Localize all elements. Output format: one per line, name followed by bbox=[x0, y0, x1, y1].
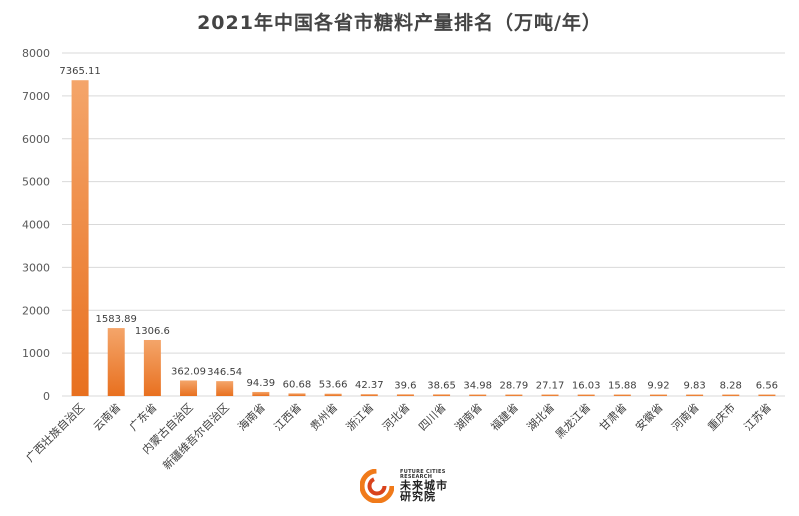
x-tick-label: 江西省 bbox=[272, 401, 305, 434]
data-label: 60.68 bbox=[283, 379, 312, 390]
data-label: 38.65 bbox=[427, 380, 456, 391]
bar bbox=[613, 394, 631, 396]
x-tick-label: 河南省 bbox=[669, 401, 702, 434]
bar bbox=[396, 394, 414, 396]
y-tick-label: 1000 bbox=[22, 347, 50, 360]
data-label: 28.79 bbox=[500, 381, 529, 392]
data-label: 42.37 bbox=[355, 380, 384, 391]
x-tick-label: 江苏省 bbox=[742, 401, 775, 434]
data-label: 1306.6 bbox=[135, 326, 170, 337]
bar bbox=[216, 381, 234, 396]
data-label: 39.6 bbox=[394, 380, 416, 391]
logo-chinese-line1: 未来城市 bbox=[400, 479, 448, 492]
x-tick-label: 新疆维吾尔自治区 bbox=[160, 400, 232, 472]
y-axis-ticks: 0 1000 2000 3000 4000 5000 6000 7000 8000 bbox=[22, 47, 50, 403]
x-tick-label: 河北省 bbox=[380, 401, 413, 434]
data-label: 16.03 bbox=[572, 381, 601, 392]
data-label: 346.54 bbox=[207, 367, 242, 378]
y-tick-label: 3000 bbox=[22, 261, 50, 274]
x-axis-labels: 广西壮族自治区 云南省 广东省内蒙古自治区新疆维吾尔自治区 海南省 江西省 贵州省 浙江省河… bbox=[23, 400, 774, 472]
data-label: 362.09 bbox=[171, 366, 206, 377]
x-tick-label: 云南省 bbox=[91, 401, 124, 434]
x-tick-label: 安徽省 bbox=[632, 400, 665, 433]
bar bbox=[541, 394, 559, 396]
y-tick-label: 0 bbox=[43, 390, 50, 403]
data-label: 94.39 bbox=[247, 378, 276, 389]
x-tick-label: 黑龙江省 bbox=[553, 401, 593, 441]
y-tick-label: 8000 bbox=[22, 47, 50, 60]
y-tick-label: 7000 bbox=[22, 90, 50, 103]
data-label: 27.17 bbox=[536, 381, 565, 392]
data-label: 34.98 bbox=[463, 381, 492, 392]
x-tick-label: 湖南省 bbox=[452, 401, 485, 434]
bar bbox=[433, 394, 451, 396]
data-label: 6.56 bbox=[756, 381, 778, 392]
data-label: 9.83 bbox=[683, 381, 705, 392]
bar bbox=[686, 394, 704, 396]
brand-logo: FUTURE CITIES RESEARCH 未来城市 研究院 bbox=[360, 468, 448, 504]
logo-text: FUTURE CITIES RESEARCH 未来城市 研究院 bbox=[400, 469, 448, 503]
x-tick-label: 福建省 bbox=[488, 400, 521, 433]
data-label: 53.66 bbox=[319, 380, 348, 391]
logo-chinese-line2: 研究院 bbox=[400, 490, 436, 503]
bar bbox=[722, 394, 740, 396]
bar bbox=[577, 394, 595, 396]
y-tick-label: 6000 bbox=[22, 133, 50, 146]
data-label: 1583.89 bbox=[96, 314, 137, 325]
bar bbox=[71, 80, 89, 396]
bar bbox=[505, 394, 523, 396]
bar bbox=[288, 393, 306, 396]
y-tick-label: 2000 bbox=[22, 304, 50, 317]
x-tick-label: 浙江省 bbox=[344, 401, 377, 434]
data-label: 7365.11 bbox=[59, 66, 100, 77]
x-tick-label: 广西壮族自治区 bbox=[23, 400, 87, 464]
bar bbox=[469, 394, 487, 396]
x-tick-label: 重庆市 bbox=[705, 400, 738, 433]
bars bbox=[71, 80, 776, 396]
x-tick-label: 广东省 bbox=[127, 401, 160, 434]
bar bbox=[324, 393, 342, 396]
bar bbox=[649, 394, 667, 396]
bar bbox=[360, 394, 378, 396]
gridlines bbox=[62, 52, 785, 397]
logo-mark-icon bbox=[360, 469, 394, 503]
bar bbox=[180, 380, 198, 396]
y-tick-label: 5000 bbox=[22, 176, 50, 189]
x-tick-label: 甘肃省 bbox=[597, 401, 630, 434]
bar bbox=[143, 339, 161, 396]
y-tick-label: 4000 bbox=[22, 219, 50, 232]
x-tick-label: 湖北省 bbox=[525, 401, 558, 434]
data-label: 9.92 bbox=[647, 381, 669, 392]
bar bbox=[758, 394, 776, 396]
bar bbox=[252, 391, 270, 396]
bar bbox=[107, 328, 125, 396]
logo-english-line1: FUTURE CITIES bbox=[400, 469, 446, 475]
x-tick-label: 贵州省 bbox=[308, 401, 341, 434]
x-tick-label: 四川省 bbox=[416, 401, 449, 434]
x-tick-label: 海南省 bbox=[235, 400, 268, 433]
data-label: 15.88 bbox=[608, 381, 637, 392]
data-label: 8.28 bbox=[720, 381, 742, 392]
logo-english-line2: RESEARCH bbox=[400, 474, 433, 480]
chart-title: 2021年中国各省市糖料产量排名（万吨/年） bbox=[197, 12, 602, 34]
